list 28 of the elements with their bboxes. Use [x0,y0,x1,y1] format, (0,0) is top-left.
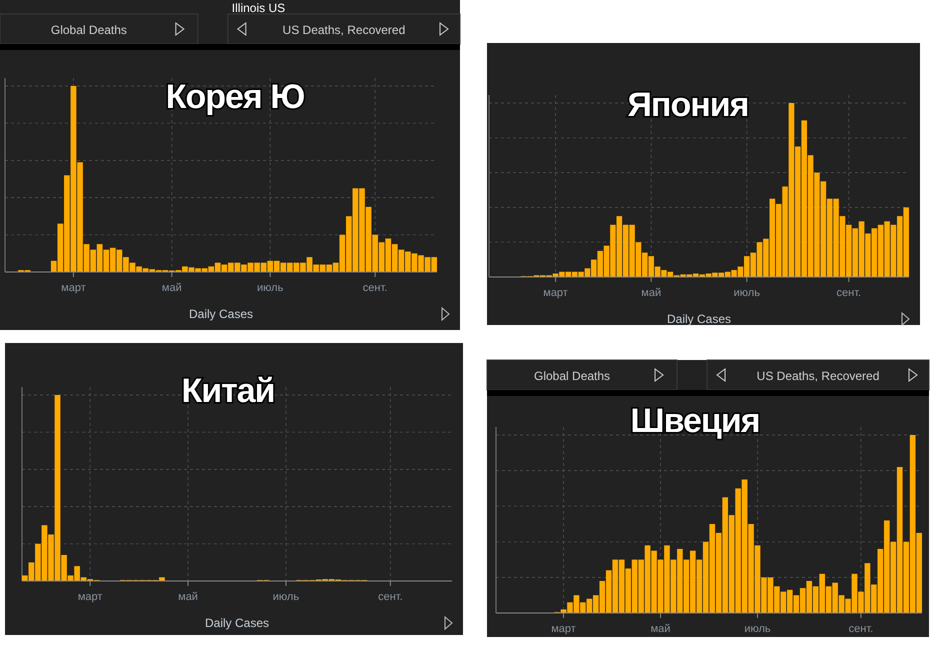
x-tick-label: июль [272,591,300,603]
x-tick-label: март [543,287,568,299]
chart-title: Китай [181,372,275,410]
chart-title: Корея Ю [166,78,304,116]
x-axis-title: Daily Cases [666,312,732,326]
chart-title: Япония [627,86,749,124]
x-tick-label: сент. [836,287,862,299]
x-tick-label: май [162,282,182,294]
text: US Deaths, Recovered [282,23,406,37]
x-tick-label: май [178,591,198,603]
x-tick-label: май [650,623,670,635]
x-tick-label: сент. [362,282,388,294]
x-tick-label: июль [734,287,760,299]
x-tick-label: июль [744,623,771,635]
x-axis-title: Daily Cases [204,616,270,630]
x-tick-label: март [78,591,102,603]
text: Global Deaths [534,369,610,383]
x-tick-label: сент. [378,591,403,603]
x-tick-label: сент. [848,623,874,635]
text: Illinois US [232,1,286,15]
text: US Deaths, Recovered [756,369,880,383]
chart-title: Швеция [630,402,760,440]
x-tick-label: май [641,287,662,299]
x-tick-label: март [61,282,86,294]
x-tick-label: март [551,623,576,635]
x-axis-title: Daily Cases [188,307,254,321]
x-tick-label: июль [257,282,284,294]
text: Global Deaths [50,23,127,37]
